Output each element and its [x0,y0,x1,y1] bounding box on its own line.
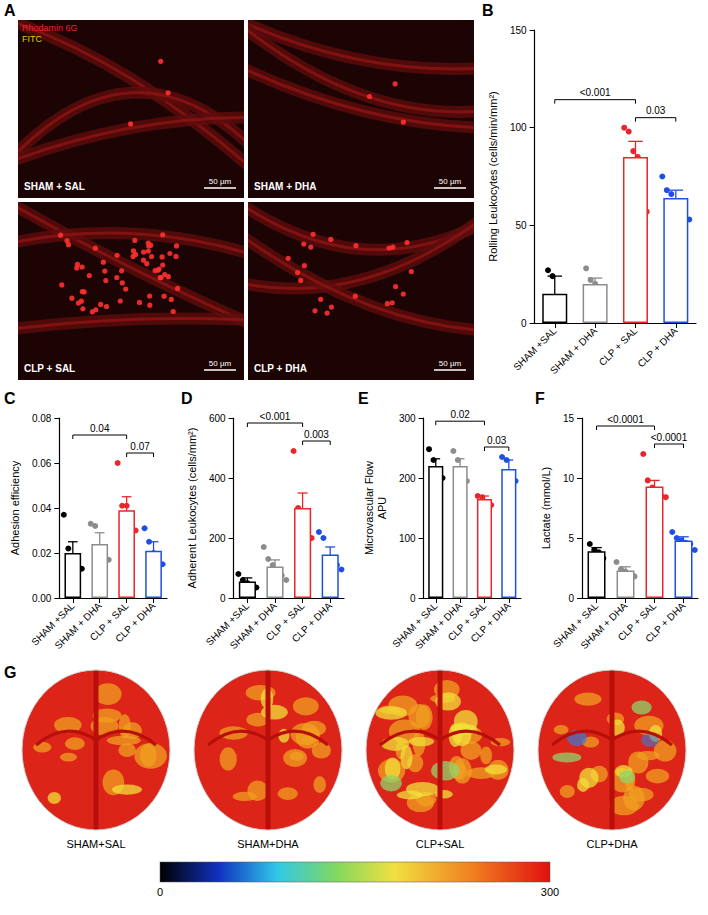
svg-text:15: 15 [563,413,575,424]
svg-text:0.003: 0.003 [304,429,329,440]
svg-text:SHAM +SAL: SHAM +SAL [29,600,77,648]
svg-text:CLP+DHA: CLP+DHA [586,838,638,850]
svg-text:SHAM + DHA: SHAM + DHA [52,600,104,652]
svg-text:0.04: 0.04 [90,423,110,434]
html-text:F: F [535,390,545,407]
svg-text:APU: APU [376,497,388,520]
svg-text:200: 200 [209,533,226,544]
svg-text:0.03: 0.03 [487,435,507,446]
svg-text:0: 0 [157,886,163,898]
svg-text:SHAM+SAL: SHAM+SAL [67,838,126,850]
svg-text:SHAM + DHA: SHAM + DHA [578,600,629,651]
svg-text:SHAM +SAL: SHAM +SAL [203,600,252,648]
svg-text:CLP + SAL: CLP + SAL [24,363,75,374]
svg-text:CLP + DHA: CLP + DHA [635,325,680,370]
svg-text:200: 200 [399,473,416,484]
svg-text:0: 0 [568,593,574,604]
svg-text:100: 100 [510,122,527,133]
svg-text:Microvascular Flow: Microvascular Flow [363,461,375,555]
svg-text:SHAM +SAL: SHAM +SAL [511,325,559,373]
svg-text:50 µm: 50 µm [439,359,462,368]
svg-text:50 µm: 50 µm [209,177,232,186]
html-text:D: D [181,390,193,407]
html-text:B: B [482,2,494,19]
svg-text:<0.001: <0.001 [260,411,291,422]
svg-text:FITC: FITC [22,34,42,44]
svg-text:0.00: 0.00 [32,593,52,604]
svg-text:0.08: 0.08 [32,413,52,424]
svg-text:0.02: 0.02 [450,409,470,420]
svg-text:SHAM + SAL: SHAM + SAL [550,600,601,650]
svg-text:CLP + DHA: CLP + DHA [468,600,513,645]
svg-text:CLP + DHA: CLP + DHA [290,600,335,645]
svg-text:<0.0001: <0.0001 [607,414,644,425]
svg-text:G: G [4,664,16,681]
svg-text:300: 300 [399,413,416,424]
svg-text:0.07: 0.07 [130,441,150,452]
svg-text:CLP + DHA: CLP + DHA [113,600,158,645]
svg-text:Rolling Leukocytes (cells/min/: Rolling Leukocytes (cells/min/mm²) [487,91,499,262]
svg-text:10: 10 [563,473,575,484]
svg-text:5: 5 [568,533,574,544]
svg-text:0.02: 0.02 [32,548,52,559]
svg-text:SHAM+DHA: SHAM+DHA [237,838,299,850]
svg-text:CLP + DHA: CLP + DHA [254,363,307,374]
svg-text:0: 0 [220,593,226,604]
svg-text:50 µm: 50 µm [439,177,462,186]
svg-text:<0.001: <0.001 [580,87,611,98]
svg-text:0: 0 [410,593,416,604]
svg-text:CLP + SAL: CLP + SAL [87,600,131,643]
svg-text:CLP + SAL: CLP + SAL [445,600,489,643]
svg-text:SHAM + DHA: SHAM + DHA [254,181,317,192]
svg-text:SHAM + DHA: SHAM + DHA [548,325,599,376]
svg-text:0: 0 [521,318,527,329]
svg-text:A: A [4,2,16,19]
svg-text:600: 600 [209,413,226,424]
svg-text:Lactate (mmol/L): Lactate (mmol/L) [540,467,552,550]
svg-text:SHAM + SAL: SHAM + SAL [24,181,85,192]
svg-text:CLP + SAL: CLP + SAL [615,600,659,643]
svg-text:<0.0001: <0.0001 [651,432,688,443]
svg-text:300: 300 [541,886,559,898]
svg-text:CLP + DHA: CLP + DHA [643,600,688,645]
svg-text:0.06: 0.06 [32,458,52,469]
svg-text:0.03: 0.03 [646,105,666,116]
svg-text:CLP+SAL: CLP+SAL [416,838,465,850]
svg-text:CLP + SAL: CLP + SAL [263,600,307,643]
svg-text:100: 100 [399,533,416,544]
svg-text:Adhesion efficiency: Adhesion efficiency [9,460,21,555]
svg-text:400: 400 [209,473,226,484]
html-text:C: C [4,390,16,407]
svg-text:50: 50 [515,220,527,231]
svg-text:SHAM + DHA: SHAM + DHA [412,600,464,652]
svg-text:SHAM + DHA: SHAM + DHA [228,600,279,651]
svg-text:Rhodamin 6G: Rhodamin 6G [22,23,78,33]
svg-text:50 µm: 50 µm [209,359,232,368]
svg-text:CLP + SAL: CLP + SAL [597,325,640,368]
svg-text:150: 150 [510,25,527,36]
svg-text:SHAM + SAL: SHAM + SAL [390,600,440,650]
svg-text:0.04: 0.04 [32,503,52,514]
html-text:E: E [358,390,369,407]
svg-text:Adherent Leukocytes (cells/mm²: Adherent Leukocytes (cells/mm²) [186,428,198,589]
